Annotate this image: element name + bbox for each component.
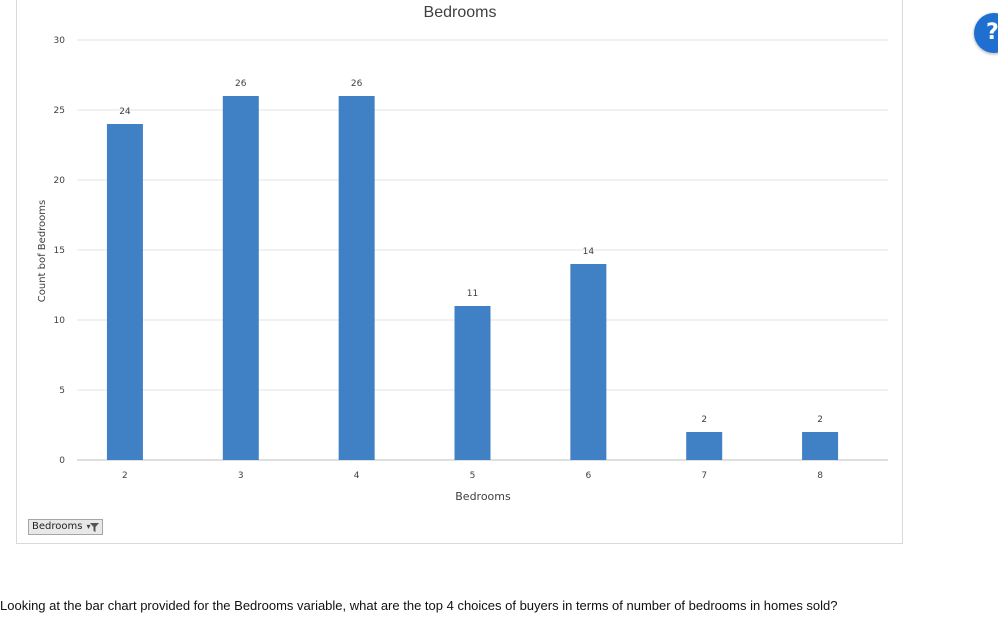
bar-7 — [686, 432, 723, 460]
bar-3 — [222, 96, 259, 460]
data-label: 26 — [235, 79, 247, 89]
bedrooms-filter-button[interactable]: Bedrooms ▾ — [28, 519, 104, 535]
chart-frame: Bedrooms 0 5 10 15 20 25 30 Count bof Bedrooms 24… — [16, 0, 903, 544]
y-tick-label: 30 — [54, 36, 66, 46]
help-button[interactable]: ? — [974, 13, 998, 53]
data-label: 2 — [701, 415, 707, 425]
y-tick-label: 0 — [59, 456, 65, 466]
x-tick-label: 3 — [238, 471, 244, 481]
filter-button-label: Bedrooms — [32, 521, 83, 532]
x-tick-label: 4 — [354, 471, 360, 481]
data-label: 24 — [119, 107, 131, 117]
bar-5 — [454, 306, 491, 460]
bar-4 — [338, 96, 375, 460]
filter-funnel-icon: ▾ — [86, 519, 100, 535]
data-label: 14 — [583, 247, 595, 257]
x-tick-label: 5 — [470, 471, 476, 481]
y-axis-label: Count bof Bedrooms — [37, 200, 48, 302]
y-tick-label: 25 — [54, 106, 65, 116]
bar-8 — [802, 432, 839, 460]
x-tick-label: 7 — [701, 471, 707, 481]
x-tick-label: 2 — [122, 471, 128, 481]
chart-title: Bedrooms — [424, 4, 497, 21]
x-tick-label: 6 — [585, 471, 591, 481]
x-tick-label: 8 — [817, 471, 823, 481]
y-tick-label: 20 — [54, 176, 66, 186]
bar-6 — [570, 264, 607, 460]
data-label: 26 — [351, 79, 363, 89]
data-label: 2 — [817, 415, 823, 425]
x-axis-label: Bedrooms — [455, 490, 511, 503]
y-tick-label: 10 — [54, 316, 66, 326]
help-icon: ? — [986, 20, 998, 45]
y-tick-label: 5 — [59, 386, 65, 396]
bar-2 — [106, 124, 143, 460]
data-label: 11 — [467, 289, 478, 299]
y-tick-label: 15 — [54, 246, 65, 256]
question-text: Looking at the bar chart provided for th… — [0, 598, 838, 613]
